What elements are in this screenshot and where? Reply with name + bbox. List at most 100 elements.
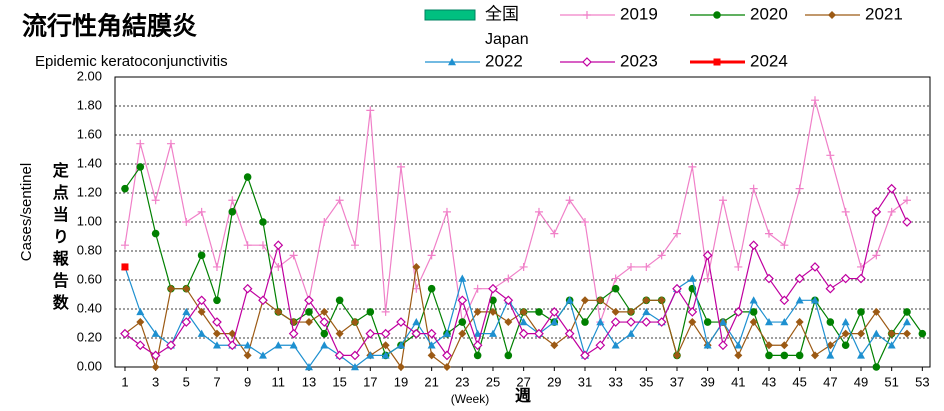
marker [840, 273, 851, 284]
legend-label: 2019 [620, 4, 658, 23]
legend-item: Japan 全国 [424, 4, 529, 48]
y-tick-label: 1.20 [77, 184, 102, 199]
series-line [124, 266, 908, 369]
marker [749, 318, 758, 327]
y-tick-label: 1.80 [77, 97, 102, 112]
marker [713, 11, 721, 19]
marker [488, 307, 497, 316]
marker [856, 273, 866, 284]
marker [151, 229, 160, 238]
marker [473, 307, 482, 316]
marker [702, 250, 713, 261]
x-tick-label: 5 [183, 374, 190, 389]
marker [196, 295, 207, 306]
marker [765, 351, 773, 360]
marker [519, 307, 528, 316]
marker [780, 351, 789, 360]
marker [764, 229, 773, 238]
marker [182, 284, 191, 293]
marker [825, 283, 836, 294]
marker [565, 296, 574, 304]
marker [642, 296, 651, 305]
marker [320, 341, 329, 349]
marker [396, 162, 405, 171]
marker [688, 274, 697, 282]
marker [841, 329, 850, 338]
series-line [124, 100, 908, 325]
marker [197, 329, 206, 337]
marker [151, 329, 160, 337]
x-tick-label: 19 [394, 374, 408, 389]
marker [734, 262, 743, 271]
marker [136, 139, 145, 148]
marker [703, 318, 712, 326]
marker [473, 284, 482, 293]
marker [289, 341, 298, 349]
marker [795, 296, 804, 304]
x-tick-label: 49 [854, 374, 868, 389]
marker [611, 341, 620, 349]
legend-swatch [424, 9, 476, 21]
marker [227, 340, 238, 351]
marker [305, 308, 313, 316]
marker [856, 351, 865, 359]
x-tick-label: 17 [363, 374, 377, 389]
marker [504, 351, 513, 360]
marker [887, 329, 896, 338]
marker [713, 58, 721, 66]
y-tick-label: 2.00 [77, 68, 102, 83]
marker [212, 262, 221, 271]
marker [918, 329, 927, 338]
x-tick-label: 15 [332, 374, 346, 389]
marker [595, 340, 606, 351]
marker [841, 318, 850, 326]
x-tick-label: 47 [823, 374, 837, 389]
marker [120, 241, 129, 250]
marker [243, 341, 252, 349]
x-tick-label: 37 [670, 374, 684, 389]
marker [519, 318, 528, 326]
y-tick-label: 0.60 [77, 271, 102, 286]
marker [258, 241, 267, 250]
marker [610, 317, 621, 327]
y-axis-label: Cases/sentinel [18, 163, 35, 261]
marker [626, 307, 635, 316]
marker [642, 307, 651, 316]
marker [872, 363, 881, 371]
marker [335, 329, 344, 338]
marker [780, 241, 789, 250]
marker [166, 284, 175, 293]
marker [535, 308, 543, 316]
marker [381, 307, 390, 316]
legend-label: 2021 [865, 4, 903, 23]
marker [228, 196, 237, 205]
marker [427, 284, 436, 293]
legend-label: 2022 [485, 51, 523, 70]
marker [549, 307, 560, 317]
marker [335, 296, 344, 305]
marker [626, 329, 635, 337]
marker [442, 207, 451, 216]
y-tick-label: 0.80 [77, 242, 102, 257]
marker [274, 341, 283, 349]
marker [472, 340, 483, 351]
marker [902, 217, 912, 227]
marker [166, 340, 176, 351]
chart-title: 流行性角結膜炎 [22, 12, 197, 41]
x-tick-label: 53 [915, 374, 929, 389]
marker [150, 350, 161, 361]
marker [687, 307, 698, 317]
marker [166, 139, 175, 148]
marker [243, 351, 252, 360]
marker [365, 328, 376, 339]
marker [902, 196, 911, 205]
series-2023 [120, 183, 912, 361]
series-2019 [120, 96, 911, 327]
marker [795, 184, 804, 193]
marker [197, 251, 206, 260]
marker [457, 295, 468, 306]
marker [442, 363, 451, 371]
marker [826, 318, 835, 326]
marker [503, 295, 514, 306]
x-tick-label: 31 [578, 374, 592, 389]
